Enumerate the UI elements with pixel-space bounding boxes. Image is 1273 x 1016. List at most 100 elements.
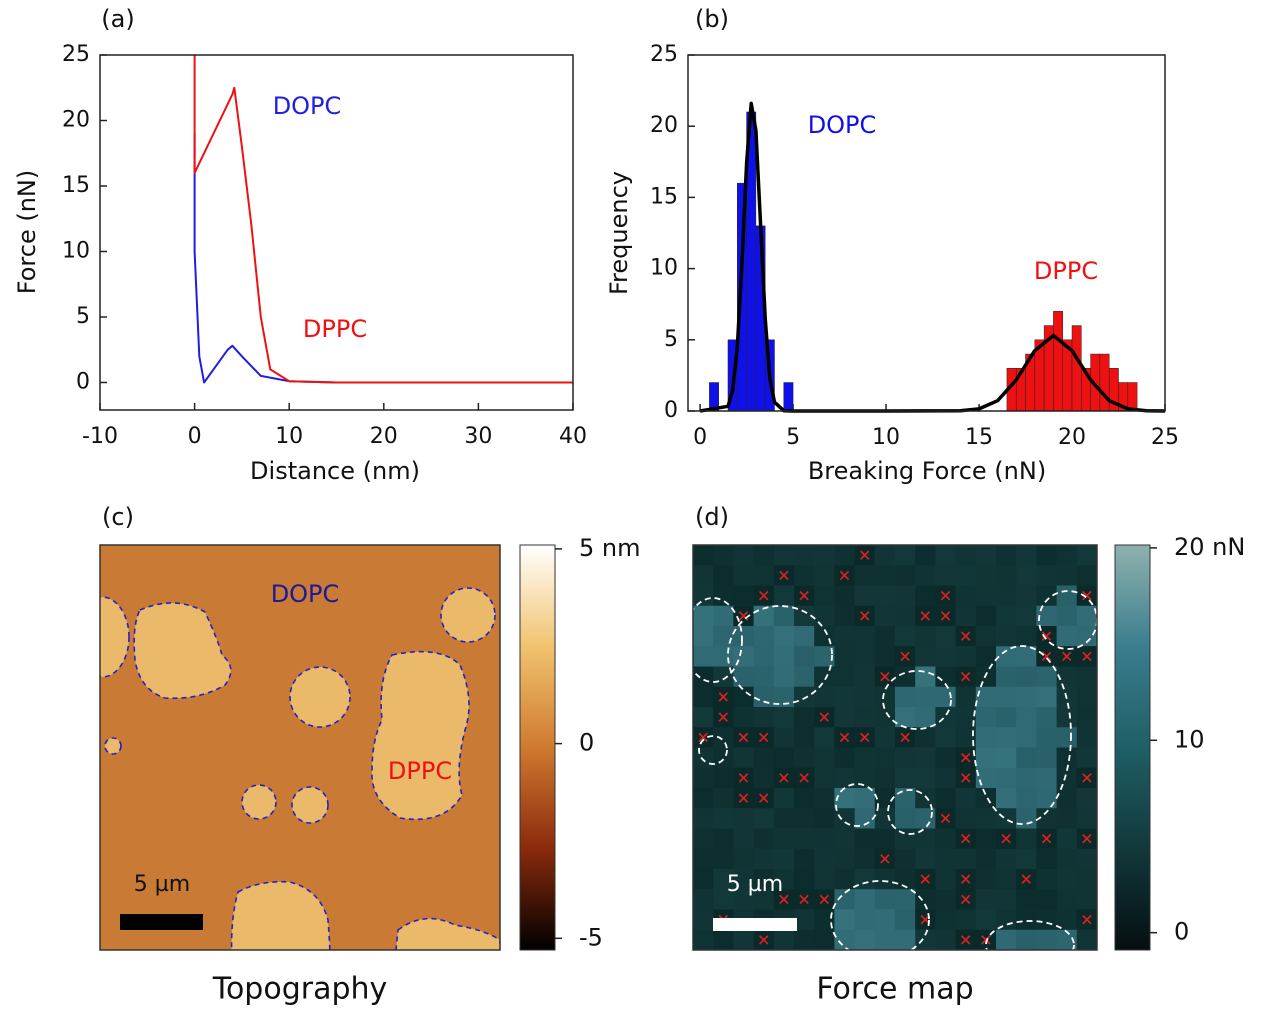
map-cell (713, 565, 734, 586)
map-cell (834, 646, 856, 667)
map-cell (733, 707, 755, 728)
x-tick-label: 10 (872, 425, 900, 450)
histogram-bar (1099, 353, 1110, 412)
map-cell (874, 727, 896, 748)
map-cell (935, 909, 957, 931)
map-cell (975, 707, 997, 728)
scale-bar-label: 5 µm (134, 872, 190, 897)
map-cell (753, 767, 775, 789)
cross (738, 732, 749, 743)
map-cell (854, 788, 876, 809)
map-cell (955, 848, 977, 870)
map-cell (794, 646, 815, 667)
cross (860, 550, 870, 560)
map-cell (794, 909, 815, 931)
histogram-bar (783, 382, 794, 412)
y-tick-label: 10 (62, 238, 90, 263)
cross (1041, 631, 1052, 641)
map-cell (753, 646, 775, 667)
map-cell (895, 808, 916, 829)
map-cell (753, 565, 775, 586)
map-cell (854, 828, 876, 850)
cross (1082, 833, 1092, 844)
map-cell (1076, 707, 1097, 728)
histogram-bar (1071, 325, 1082, 412)
map-cell (713, 747, 734, 769)
map-cell (693, 909, 714, 931)
domain-outline (972, 645, 1072, 825)
map-cell (996, 565, 1017, 586)
x-axis-label: Breaking Force (nN) (808, 457, 1046, 485)
map-cell (874, 686, 896, 708)
map-cell (794, 686, 815, 708)
map-cell (1016, 828, 1037, 850)
map-cell (1076, 605, 1097, 627)
map-cell (996, 767, 1017, 789)
map-cell (814, 686, 835, 708)
map-cell (834, 889, 856, 910)
histogram-bar (1127, 382, 1138, 412)
map-cell (1076, 666, 1097, 688)
map-cell (975, 788, 997, 809)
map-cell (915, 646, 936, 667)
map-cell (834, 747, 856, 769)
cross (1062, 651, 1072, 662)
map-cell (915, 666, 936, 688)
map-cell (814, 747, 835, 769)
map-cell (773, 585, 795, 607)
map-cell (713, 646, 734, 667)
map-cell (753, 808, 775, 829)
series-label: DOPC (273, 92, 342, 120)
map-cell (895, 666, 916, 688)
map-cell (996, 626, 1017, 647)
domains (100, 587, 500, 950)
map-cell (874, 747, 896, 769)
x-tick-label: 40 (559, 424, 587, 449)
map-cell (1036, 767, 1058, 789)
colorbar-tick-label: -5 (579, 923, 603, 951)
map-cell (733, 929, 755, 950)
cross (779, 894, 789, 905)
map-cell (834, 848, 856, 870)
map-cell (753, 848, 775, 870)
map-cell (935, 565, 957, 586)
map-cell (975, 585, 997, 607)
map-cell (1076, 929, 1097, 950)
map-cell (713, 828, 734, 850)
map-cell (1076, 565, 1097, 586)
plot-frame (687, 54, 1166, 412)
map-cell (854, 686, 876, 708)
map-cell (814, 909, 835, 931)
map-cell (1016, 788, 1037, 809)
map-cell (895, 545, 916, 566)
map-cell (1036, 909, 1058, 931)
cross (1041, 651, 1052, 662)
map-cell (693, 808, 714, 829)
map-cell (1016, 626, 1037, 647)
map-cell (733, 747, 755, 769)
colorbar-tick-label: 5 nm (579, 534, 641, 562)
map-cell (693, 666, 714, 688)
map-cell (895, 909, 916, 931)
map-cell (1036, 565, 1058, 586)
map-cell (915, 727, 936, 748)
map-cell (854, 646, 876, 667)
map-cell (975, 828, 997, 850)
map-cell (915, 626, 936, 647)
map-cell (854, 747, 876, 769)
cross (1041, 833, 1052, 844)
map-cell (753, 869, 775, 890)
y-tick-label: 10 (650, 256, 678, 281)
cross (961, 833, 971, 844)
cross (819, 712, 829, 722)
map-cell (935, 646, 957, 667)
map-cell (915, 767, 936, 789)
map-cell (955, 565, 977, 586)
map-cell (814, 788, 835, 809)
map-cell (915, 686, 936, 708)
map-cell (874, 828, 896, 850)
annotation: DOPC (271, 580, 340, 608)
map-cell (834, 545, 856, 566)
y-tick-label: 20 (62, 107, 90, 132)
map-cell (895, 869, 916, 890)
